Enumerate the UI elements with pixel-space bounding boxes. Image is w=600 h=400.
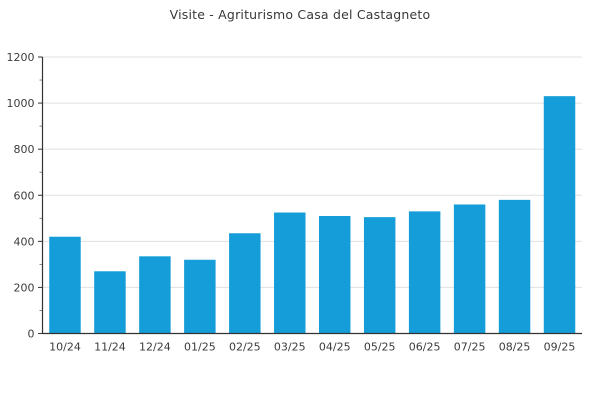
bar <box>543 96 576 334</box>
x-tick-label: 09/25 <box>544 341 576 354</box>
bar <box>274 212 306 334</box>
x-tick-label: 12/24 <box>139 341 171 354</box>
bar <box>229 233 261 334</box>
y-tick-label: 600 <box>14 189 35 202</box>
bar <box>363 217 396 334</box>
x-tick-label: 02/25 <box>229 341 261 354</box>
y-tick-label: 800 <box>14 143 35 156</box>
bar <box>453 204 486 334</box>
x-tick-label: 04/25 <box>319 341 351 354</box>
x-tick-label: 06/25 <box>409 341 441 354</box>
bar <box>184 259 216 334</box>
x-tick-label: 08/25 <box>499 341 531 354</box>
x-tick-label: 10/24 <box>49 341 81 354</box>
bar <box>498 199 531 334</box>
x-tick-label: 03/25 <box>274 341 306 354</box>
bar <box>408 211 441 334</box>
bar <box>49 236 81 334</box>
x-tick-label: 07/25 <box>454 341 486 354</box>
x-tick-label: 05/25 <box>364 341 396 354</box>
y-tick-label: 400 <box>14 235 35 248</box>
y-tick-label: 1200 <box>7 51 35 64</box>
y-tick-label: 1000 <box>7 97 35 110</box>
bar <box>94 271 126 334</box>
y-tick-label: 0 <box>28 328 35 341</box>
bar <box>139 256 171 334</box>
x-tick-label: 01/25 <box>184 341 216 354</box>
x-tick-label: 11/24 <box>94 341 126 354</box>
bar <box>318 215 351 334</box>
y-tick-label: 200 <box>14 281 35 294</box>
chart-title: Visite - Agriturismo Casa del Castagneto <box>169 7 431 22</box>
